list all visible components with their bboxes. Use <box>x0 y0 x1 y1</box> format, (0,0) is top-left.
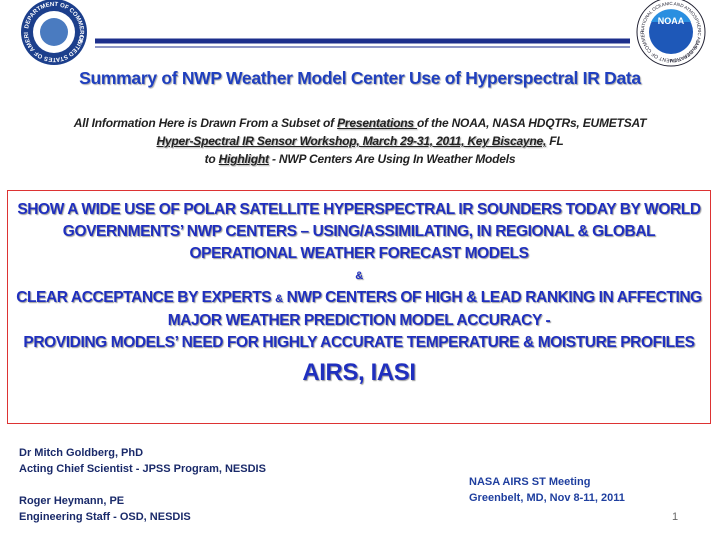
message-box: SHOW A WIDE USE OF POLAR SATELLITE HYPER… <box>7 190 711 424</box>
author-line: Acting Chief Scientist - JPSS Program, N… <box>19 463 266 475</box>
text: CLEAR ACCEPTANCE BY EXPERTS <box>16 289 276 306</box>
text: to <box>204 152 219 166</box>
author-line: Engineering Staff - OSD, NESDIS <box>19 511 191 523</box>
text: PROVIDING MODELS <box>23 334 175 351</box>
intro-line: Hyper-Spectral IR Sensor Workshop, March… <box>0 132 720 150</box>
intro: All Information Here is Drawn From a Sub… <box>0 114 720 168</box>
text: Presentations <box>337 116 417 130</box>
meeting-line: NASA AIRS ST Meeting <box>469 476 591 488</box>
text: NEED FOR HIGHLY ACCURATE TEMPERATURE & M… <box>177 334 695 351</box>
right-seal-sky <box>651 9 691 22</box>
noaa-label: NOAA <box>658 16 685 26</box>
text: - NWP Centers Are Using In Weather Model… <box>268 152 516 166</box>
text: & <box>275 293 283 305</box>
paragraph: & <box>14 265 704 287</box>
text: NWP CENTERS OF HIGH & LEAD RANKING IN AF… <box>167 289 702 329</box>
text: & <box>355 270 363 282</box>
title: Summary of NWP Weather Model Center Use … <box>79 68 641 88</box>
left-seal-emblem <box>40 18 68 46</box>
paragraph: SHOW A WIDE USE OF POLAR SATELLITE HYPER… <box>14 199 704 265</box>
spacer <box>19 477 266 493</box>
text: FL <box>546 134 564 148</box>
paragraph: PROVIDING MODELS’ NEED FOR HIGHLY ACCURA… <box>14 332 704 354</box>
text: ’ <box>174 334 178 351</box>
text: Hyper-Spectral IR Sensor Workshop, March… <box>156 134 547 148</box>
intro-line: All Information Here is Drawn From a Sub… <box>0 114 720 132</box>
author-line: Roger Heymann, PE <box>19 495 125 507</box>
text: Highlight <box>218 152 269 166</box>
meeting-line: Greenbelt, MD, Nov 8-11, 2011 <box>469 492 625 504</box>
paragraph: CLEAR ACCEPTANCE BY EXPERTS & NWP CENTER… <box>14 287 704 332</box>
text: All Information Here is Drawn From a Sub… <box>73 116 338 130</box>
right-seal-text: U.S. DEPARTMENT OF COMMERCE <box>0 0 700 63</box>
header-graphics: DEPARTMENT OF COMMERCE UNITED STATES OF … <box>0 0 706 67</box>
authors: Dr Mitch Goldberg, PhD Acting Chief Scie… <box>19 445 266 525</box>
meeting: NASA AIRS ST Meeting Greenbelt, MD, Nov … <box>469 474 625 506</box>
intro-line: to Highlight - NWP Centers Are Using In … <box>0 150 720 168</box>
text: SHOW A WIDE USE OF POLAR SATELLITE HYPER… <box>17 201 701 262</box>
seal-text: U.S. DEPARTMENT OF COMMERCE <box>0 0 700 63</box>
highlight: AIRS, IASI <box>302 359 416 386</box>
page-number: 1 <box>672 511 679 523</box>
author-line: Dr Mitch Goldberg, PhD <box>19 447 144 459</box>
text: of the NOAA, NASA HDQTRs, EUMETSAT <box>417 116 647 130</box>
